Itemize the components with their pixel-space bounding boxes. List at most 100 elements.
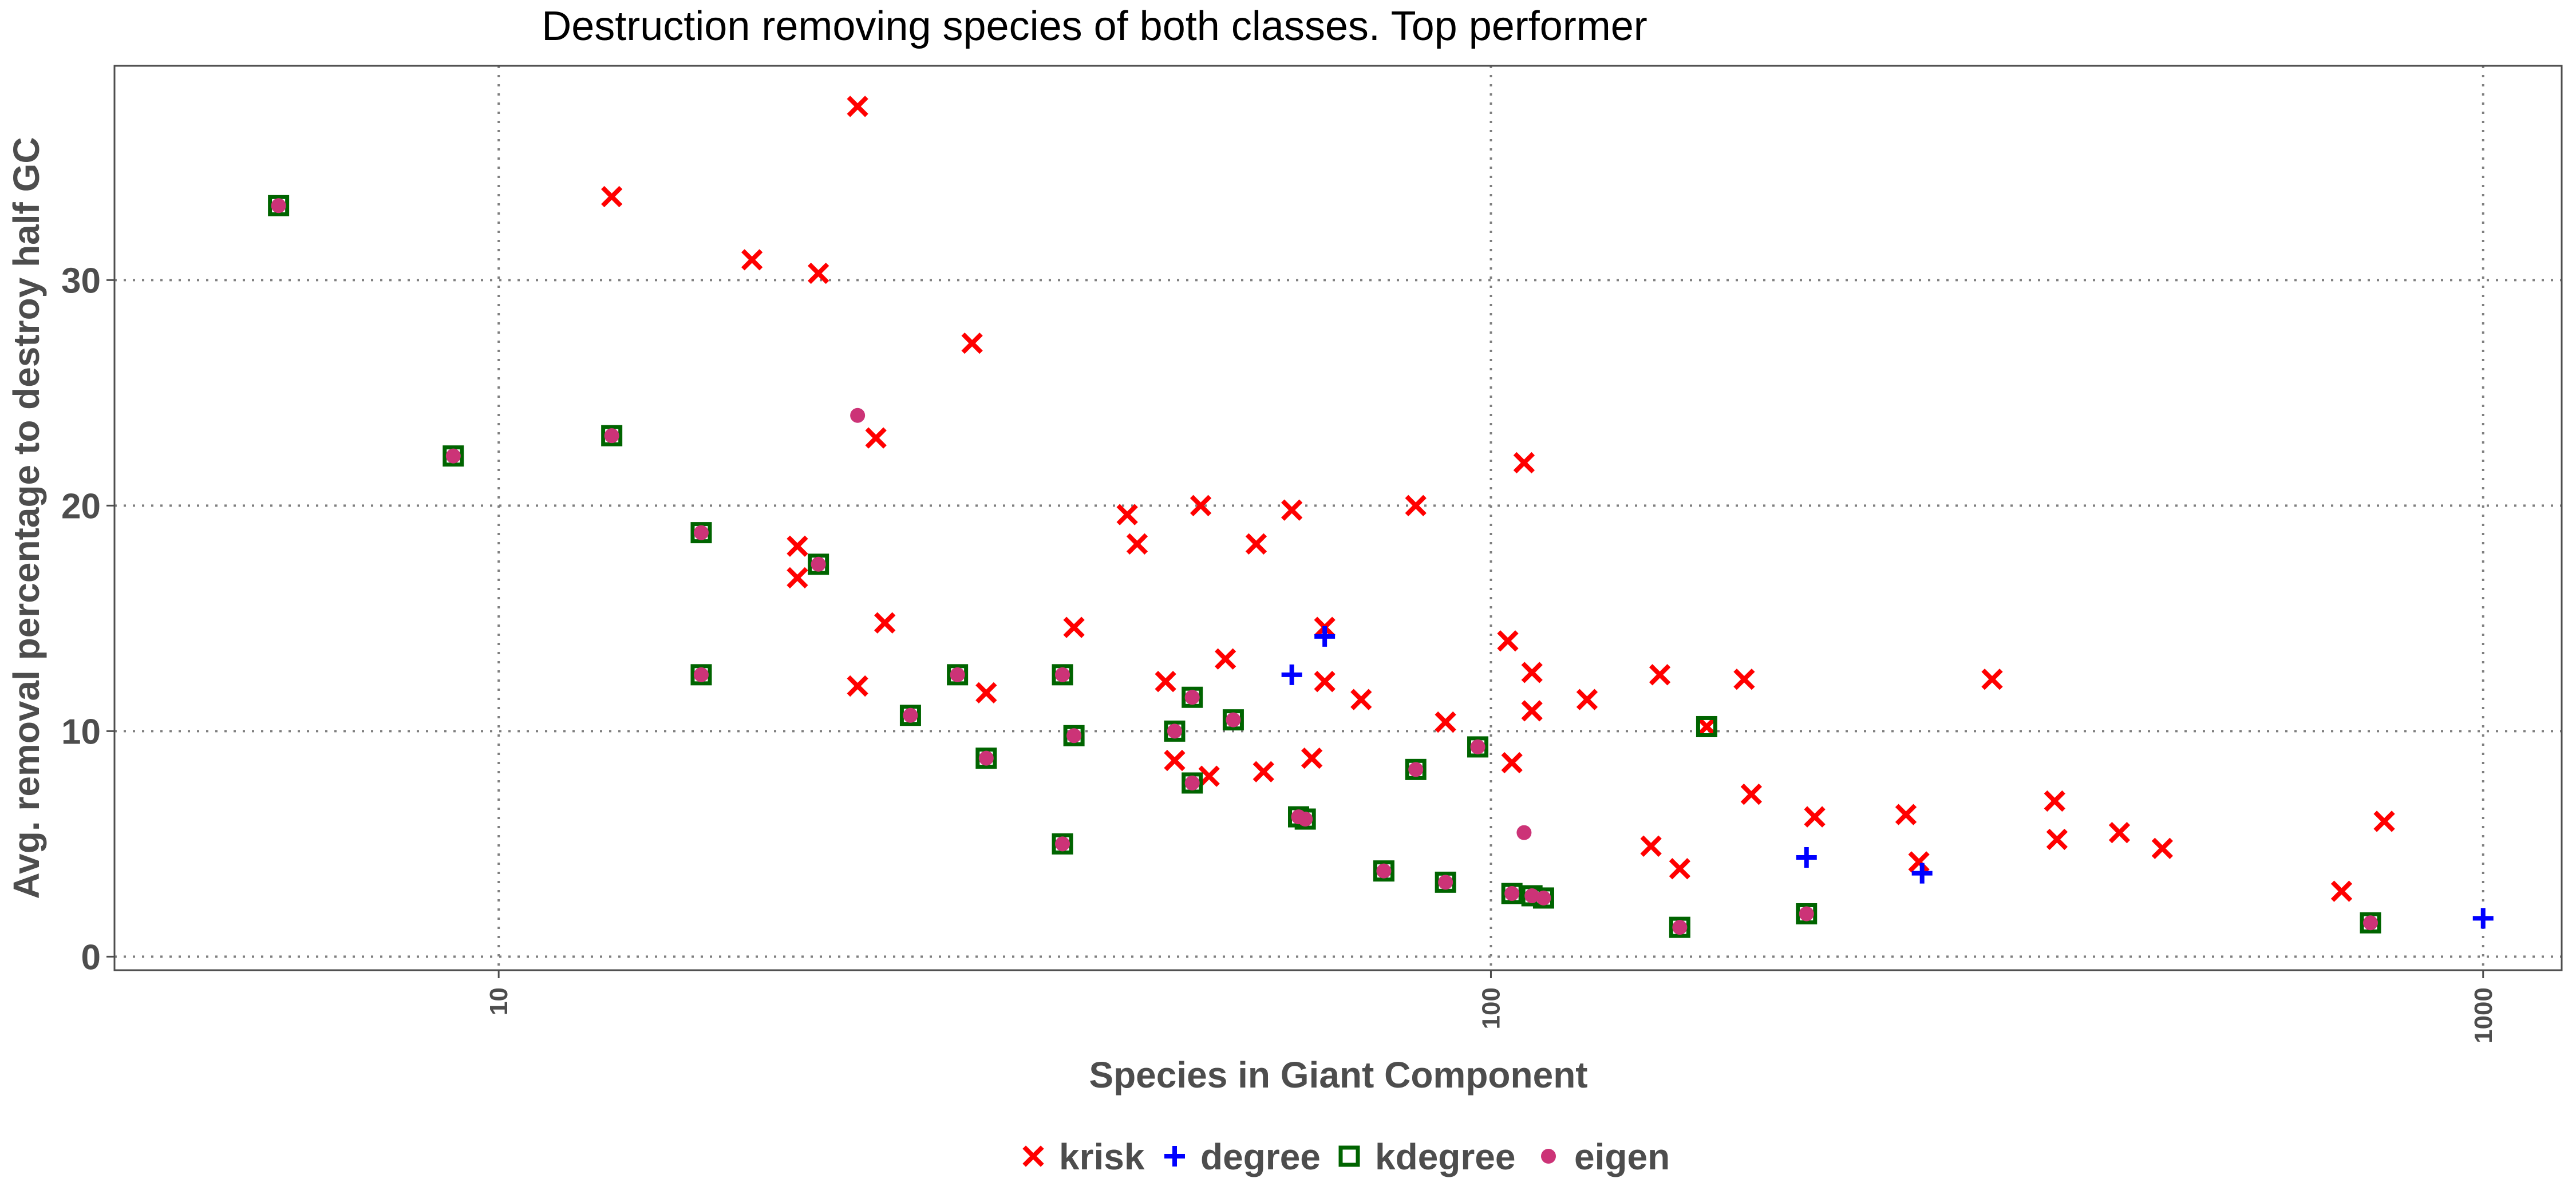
krisk-point — [874, 612, 896, 634]
plot-panel — [113, 65, 2563, 971]
y-axis-title: Avg. removal percentage to destroy half … — [6, 137, 47, 899]
krisk-point — [1649, 664, 1671, 686]
krisk-point — [1501, 752, 1523, 774]
grid-lines — [114, 66, 2562, 970]
degree-point — [2472, 908, 2494, 929]
krisk-point — [1733, 669, 1755, 690]
eigen-point — [1438, 875, 1453, 890]
kdegree-point — [601, 425, 623, 446]
kdegree-point — [1796, 903, 1818, 924]
krisk-point — [787, 567, 808, 589]
kdegree-point — [1222, 709, 1244, 731]
eigen-point — [1167, 723, 1182, 739]
legend-key-eigen — [1541, 1149, 1556, 1164]
kdegree-point — [1182, 686, 1203, 708]
kdegree-point — [1467, 736, 1489, 758]
krisk-point — [808, 262, 829, 284]
eigen-point — [1672, 920, 1688, 935]
kdegree-point — [1501, 883, 1523, 904]
krisk-point — [1804, 806, 1826, 828]
legend-item-krisk: krisk — [1022, 1136, 1145, 1177]
krisk-point — [1696, 715, 1718, 738]
kdegree-point — [1164, 720, 1186, 742]
series-eigen — [271, 198, 2379, 935]
eigen-point — [445, 448, 461, 464]
series-degree — [268, 195, 2494, 938]
eigen-point — [1516, 825, 1532, 840]
legend-label: eigen — [1574, 1136, 1670, 1177]
kdegree-point — [2360, 912, 2381, 934]
krisk-point — [1164, 749, 1186, 772]
chart-title: Destruction removing species of both cla… — [542, 3, 1647, 49]
kdegree-point — [1052, 664, 1073, 686]
legend-item-eigen: eigen — [1541, 1136, 1670, 1177]
krisk-point — [1895, 804, 1917, 825]
degree-point — [1314, 626, 1336, 647]
kdegree-point — [1063, 725, 1085, 746]
legend-item-kdegree: kdegree — [1338, 1136, 1515, 1177]
krisk-point — [2044, 790, 2065, 812]
eigen-point — [1055, 836, 1070, 852]
eigen-point — [1376, 863, 1392, 879]
y-tick-label: 30 — [61, 261, 101, 300]
eigen-point — [903, 707, 918, 723]
x-tick-label: 100 — [1477, 987, 1505, 1029]
eigen-point — [1524, 888, 1540, 903]
y-tick-label: 0 — [81, 938, 101, 977]
kdegree-point — [1052, 833, 1073, 855]
krisk-point — [2151, 837, 2174, 859]
kdegree-point — [268, 195, 290, 216]
degree-point — [1281, 664, 1302, 685]
eigen-point — [1055, 667, 1070, 682]
krisk-point — [1314, 671, 1336, 693]
legend-key-krisk — [1022, 1145, 1044, 1167]
krisk-point — [1063, 616, 1085, 638]
eigen-point — [1184, 690, 1200, 705]
kdegree-point — [1435, 871, 1456, 893]
x-axis-title: Species in Giant Component — [1089, 1054, 1587, 1096]
legend-key-degree — [1164, 1146, 1185, 1167]
eigen-point — [1226, 712, 1241, 727]
data-points — [268, 96, 2494, 938]
degree-point — [1796, 847, 1817, 868]
kdegree-point — [808, 553, 829, 575]
eigen-point — [693, 525, 709, 540]
krisk-point — [1245, 533, 1267, 555]
kdegree-point — [947, 664, 969, 686]
y-tick-label: 10 — [61, 712, 101, 752]
eigen-point — [1504, 886, 1520, 902]
krisk-point — [2373, 810, 2395, 832]
krisk-point — [1116, 504, 1138, 525]
krisk-point — [847, 675, 868, 697]
eigen-point — [850, 408, 866, 423]
krisk-point — [1640, 835, 1662, 857]
krisk-point — [1740, 784, 1763, 805]
kdegree-point — [1405, 758, 1427, 780]
krisk-point — [1198, 765, 1220, 787]
eigen-point — [1536, 890, 1551, 906]
kdegree-point — [899, 705, 921, 726]
eigen-point — [1470, 739, 1485, 754]
eigen-point — [811, 556, 826, 572]
eigen-point — [604, 428, 619, 444]
krisk-point — [2330, 880, 2353, 902]
kdegree-point — [1373, 860, 1394, 882]
krisk-point — [1301, 747, 1323, 769]
kdegree-point — [690, 664, 712, 686]
krisk-point — [1253, 761, 1274, 782]
kdegree-point — [975, 748, 997, 769]
eigen-point — [1184, 775, 1200, 790]
krisk-point — [847, 96, 868, 117]
legend-label: krisk — [1059, 1136, 1145, 1177]
krisk-point — [601, 185, 623, 208]
krisk-point — [961, 332, 983, 354]
krisk-point — [1981, 669, 2003, 690]
krisk-point — [975, 682, 997, 704]
krisk-point — [1513, 452, 1535, 474]
kdegree-point — [442, 445, 464, 467]
kdegree-point — [1182, 772, 1203, 794]
krisk-point — [1576, 689, 1598, 710]
legend-label: degree — [1200, 1136, 1321, 1177]
kdegree-point — [1669, 916, 1690, 938]
